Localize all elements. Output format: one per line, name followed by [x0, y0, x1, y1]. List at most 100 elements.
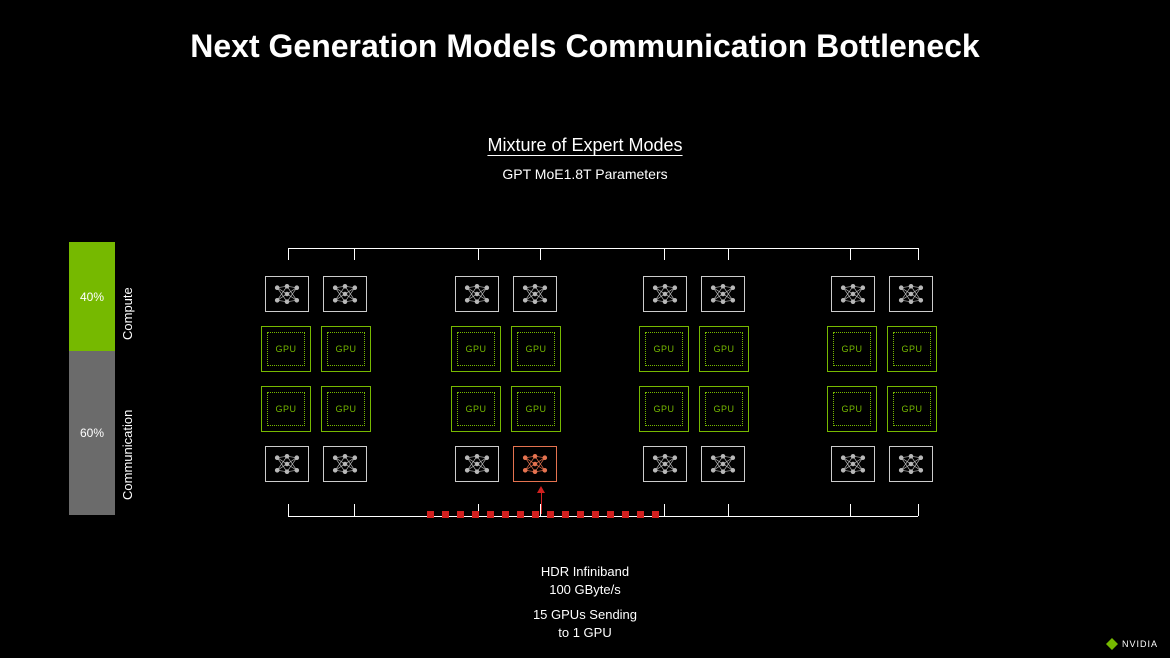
top-bracket-tick	[728, 248, 729, 260]
bus-tick	[850, 504, 851, 516]
gpu-group-1: GPUGPUGPUGPU	[440, 276, 572, 496]
gpu-chip-icon: GPU	[639, 326, 689, 372]
nn-chip-icon	[265, 276, 309, 312]
nvidia-logo-text: NVIDIA	[1122, 639, 1158, 649]
nn-row	[440, 276, 572, 312]
nn-chip-icon	[831, 276, 875, 312]
page-title: Next Generation Models Communication Bot…	[0, 0, 1170, 65]
packet-stream	[427, 511, 659, 518]
gpu-chip-label: GPU	[841, 344, 862, 354]
nn-row	[250, 276, 382, 312]
nn-chip-icon	[889, 276, 933, 312]
gpu-row: GPU GPU	[816, 326, 948, 372]
top-bracket-tick	[918, 248, 919, 260]
top-bracket-tick	[850, 248, 851, 260]
gpu-chip-label: GPU	[275, 404, 296, 414]
bar-communication: 60%	[69, 351, 115, 515]
nn-chip-icon	[513, 276, 557, 312]
packet-icon	[637, 511, 644, 518]
nn-chip-icon	[831, 446, 875, 482]
nn-row	[440, 446, 572, 482]
gpu-chip-icon: GPU	[699, 326, 749, 372]
bus-label-2a: 15 GPUs Sending	[533, 607, 637, 622]
gpu-row: GPU GPU	[440, 326, 572, 372]
gpu-group-2: GPU GPU GPU GPU	[628, 276, 760, 496]
top-bracket-tick	[288, 248, 289, 260]
packet-icon	[472, 511, 479, 518]
bus-tick	[728, 504, 729, 516]
bus-label-block-1: HDR Infiniband 100 GByte/s	[0, 563, 1170, 598]
nvidia-eye-icon	[1106, 638, 1118, 650]
packet-icon	[532, 511, 539, 518]
gpu-chip-label: GPU	[653, 344, 674, 354]
nvidia-logo: NVIDIA	[1106, 638, 1158, 650]
gpu-chip-label: GPU	[335, 344, 356, 354]
gpu-row: GPU GPU	[628, 326, 760, 372]
nn-row	[628, 446, 760, 482]
gpu-chip-icon: GPU	[261, 326, 311, 372]
gpu-row: GPU GPU	[816, 386, 948, 432]
gpu-chip-label: GPU	[841, 404, 862, 414]
bus-label-2b: to 1 GPU	[558, 625, 611, 640]
gpu-group-3: GPU GPU GPU GPU	[816, 276, 948, 496]
arrow-up-icon	[537, 486, 545, 493]
subtitle-moe: Mixture of Expert Modes	[0, 135, 1170, 156]
packet-icon	[592, 511, 599, 518]
nn-chip-icon	[323, 446, 367, 482]
top-bracket-tick	[540, 248, 541, 260]
packet-icon	[652, 511, 659, 518]
bus-label-block-2: 15 GPUs Sending to 1 GPU	[0, 606, 1170, 641]
nn-chip-icon	[323, 276, 367, 312]
packet-icon	[577, 511, 584, 518]
gpu-chip-icon: GPU	[827, 326, 877, 372]
nn-chip-icon	[701, 446, 745, 482]
gpu-chip-icon: GPU	[451, 326, 501, 372]
packet-icon	[517, 511, 524, 518]
gpu-chip-icon: GPU	[639, 386, 689, 432]
nn-row	[250, 446, 382, 482]
gpu-chip-icon: GPU	[511, 386, 561, 432]
packet-icon	[562, 511, 569, 518]
packet-icon	[622, 511, 629, 518]
gpu-chip-label: GPU	[653, 404, 674, 414]
nn-row	[816, 446, 948, 482]
nn-chip-icon	[889, 446, 933, 482]
bus-label-1a: HDR Infiniband	[541, 564, 629, 579]
gpu-chip-label: GPU	[713, 344, 734, 354]
gpu-chip-icon: GPU	[321, 326, 371, 372]
gpu-chip-label: GPU	[901, 344, 922, 354]
bar-communication-label: Communication	[120, 380, 135, 500]
gpu-chip-icon: GPU	[827, 386, 877, 432]
arrow-line	[541, 492, 542, 514]
gpu-chip-icon: GPU	[699, 386, 749, 432]
packet-icon	[457, 511, 464, 518]
nn-chip-icon	[265, 446, 309, 482]
packet-icon	[442, 511, 449, 518]
gpu-chip-label: GPU	[335, 404, 356, 414]
gpu-chip-icon: GPU	[887, 386, 937, 432]
gpu-chip-label: GPU	[275, 344, 296, 354]
nn-chip-icon	[643, 446, 687, 482]
gpu-chip-label: GPU	[901, 404, 922, 414]
bus-tick	[288, 504, 289, 516]
subtitle-block: Mixture of Expert Modes GPT MoE1.8T Para…	[0, 135, 1170, 182]
bus-tick	[918, 504, 919, 516]
nn-chip-icon	[643, 276, 687, 312]
gpu-row: GPU GPU	[440, 386, 572, 432]
nn-chip-icon	[701, 276, 745, 312]
gpu-chip-icon: GPU	[321, 386, 371, 432]
top-bracket-tick	[664, 248, 665, 260]
packet-icon	[427, 511, 434, 518]
gpu-group-0: GPU GPU GPU GPU	[250, 276, 382, 496]
bar-compute: 40%	[69, 242, 115, 351]
gpu-chip-label: GPU	[525, 344, 546, 354]
gpu-chip-label: GPU	[465, 404, 486, 414]
packet-icon	[607, 511, 614, 518]
gpu-row: GPU GPU	[628, 386, 760, 432]
packet-icon	[547, 511, 554, 518]
top-bracket-tick	[478, 248, 479, 260]
gpu-row: GPU GPU	[250, 386, 382, 432]
bus-label-1b: 100 GByte/s	[549, 582, 621, 597]
top-bracket-tick	[354, 248, 355, 260]
nn-chip-icon	[455, 276, 499, 312]
